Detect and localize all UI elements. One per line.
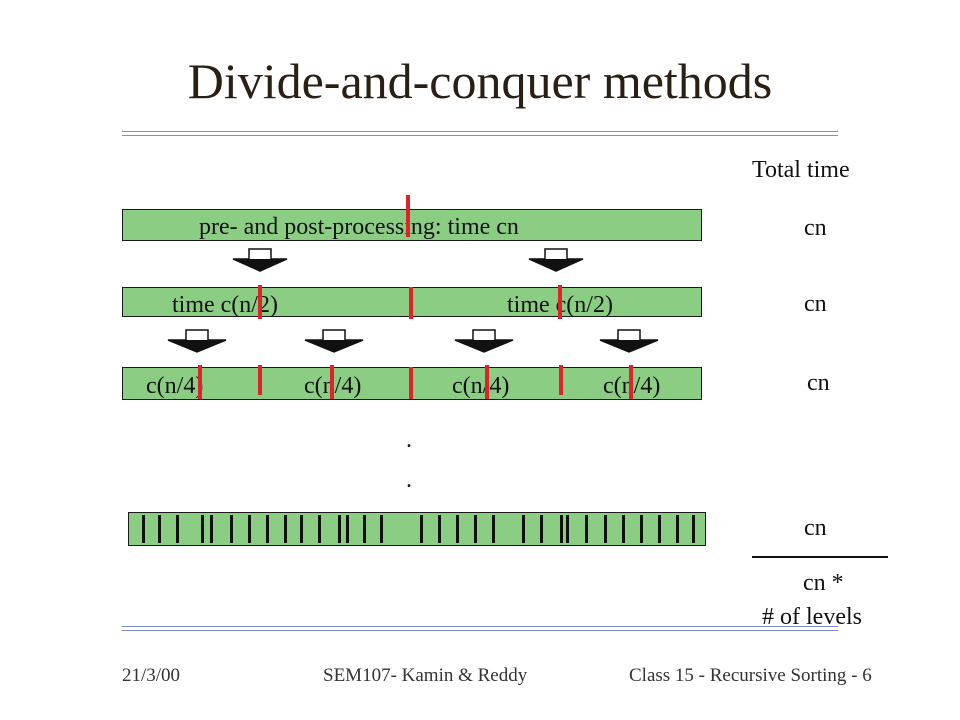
footer-date: 21/3/00 — [122, 665, 181, 686]
level3-label: c(n/4) — [146, 373, 204, 399]
level2-divider-red — [258, 285, 262, 319]
leaf-divider — [640, 515, 643, 543]
down-arrow-icon — [167, 329, 227, 353]
leaf-divider — [540, 515, 543, 543]
leaf-divider — [492, 515, 495, 543]
total-result-line1: cn * — [803, 570, 844, 596]
leaf-level-bar — [128, 512, 706, 546]
level2-left-label: time c(n/2) — [172, 292, 278, 318]
leaf-divider — [604, 515, 607, 543]
leaf-divider — [318, 515, 321, 543]
leaf-divider — [284, 515, 287, 543]
level2-divider-red — [409, 287, 413, 319]
leaf-divider — [210, 515, 213, 543]
level2-divider-red — [558, 285, 562, 319]
leaf-divider — [266, 515, 269, 543]
leaf-divider — [176, 515, 179, 543]
leaf-divider — [438, 515, 441, 543]
ellipsis-dot: . — [406, 467, 412, 493]
leaf-divider — [456, 515, 459, 543]
total-row-2: cn — [804, 291, 827, 317]
level3-divider-red — [330, 365, 334, 399]
leaf-divider — [248, 515, 251, 543]
leaf-divider — [300, 515, 303, 543]
footer-course: SEM107- Kamin & Reddy — [323, 665, 528, 686]
total-time-header: Total time — [752, 157, 850, 183]
leaf-divider — [658, 515, 661, 543]
level3-divider-red — [409, 367, 413, 399]
total-row-1: cn — [804, 215, 827, 241]
down-arrow-icon — [528, 248, 584, 272]
leaf-divider — [158, 515, 161, 543]
leaf-divider — [363, 515, 366, 543]
leaf-divider — [346, 515, 349, 543]
level1-divider-red — [406, 195, 410, 237]
footer-lecture: Class 15 - Recursive Sorting - 6 — [629, 665, 872, 686]
footer-divider — [122, 626, 838, 631]
title-divider — [122, 131, 838, 136]
down-arrow-icon — [232, 248, 288, 272]
total-row-3: cn — [807, 370, 830, 396]
down-arrow-icon — [304, 329, 364, 353]
level3-divider-red — [198, 365, 202, 399]
leaf-divider — [201, 515, 204, 543]
down-arrow-icon — [454, 329, 514, 353]
total-result-line2: # of levels — [762, 604, 862, 630]
level3-divider-red — [485, 365, 489, 399]
level3-divider-red — [629, 365, 633, 399]
leaf-divider — [420, 515, 423, 543]
leaf-divider — [585, 515, 588, 543]
sum-line — [752, 556, 888, 558]
level1-label: pre- and post-processing: time cn — [199, 214, 519, 240]
leaf-divider — [338, 515, 341, 543]
level1-bar — [122, 209, 702, 241]
leaf-divider — [142, 515, 145, 543]
leaf-divider — [522, 515, 525, 543]
total-row-4: cn — [804, 515, 827, 541]
leaf-divider — [230, 515, 233, 543]
ellipsis-dot: . — [406, 427, 412, 453]
level3-divider-red — [258, 365, 262, 395]
down-arrow-icon — [599, 329, 659, 353]
leaf-divider — [622, 515, 625, 543]
leaf-divider — [566, 515, 569, 543]
level3-divider-red — [559, 365, 563, 395]
level3-label: c(n/4) — [452, 373, 510, 399]
leaf-divider — [692, 515, 695, 543]
leaf-divider — [560, 515, 563, 543]
leaf-divider — [474, 515, 477, 543]
slide-title: Divide-and-conquer methods — [187, 53, 773, 109]
leaf-divider — [380, 515, 383, 543]
leaf-divider — [676, 515, 679, 543]
